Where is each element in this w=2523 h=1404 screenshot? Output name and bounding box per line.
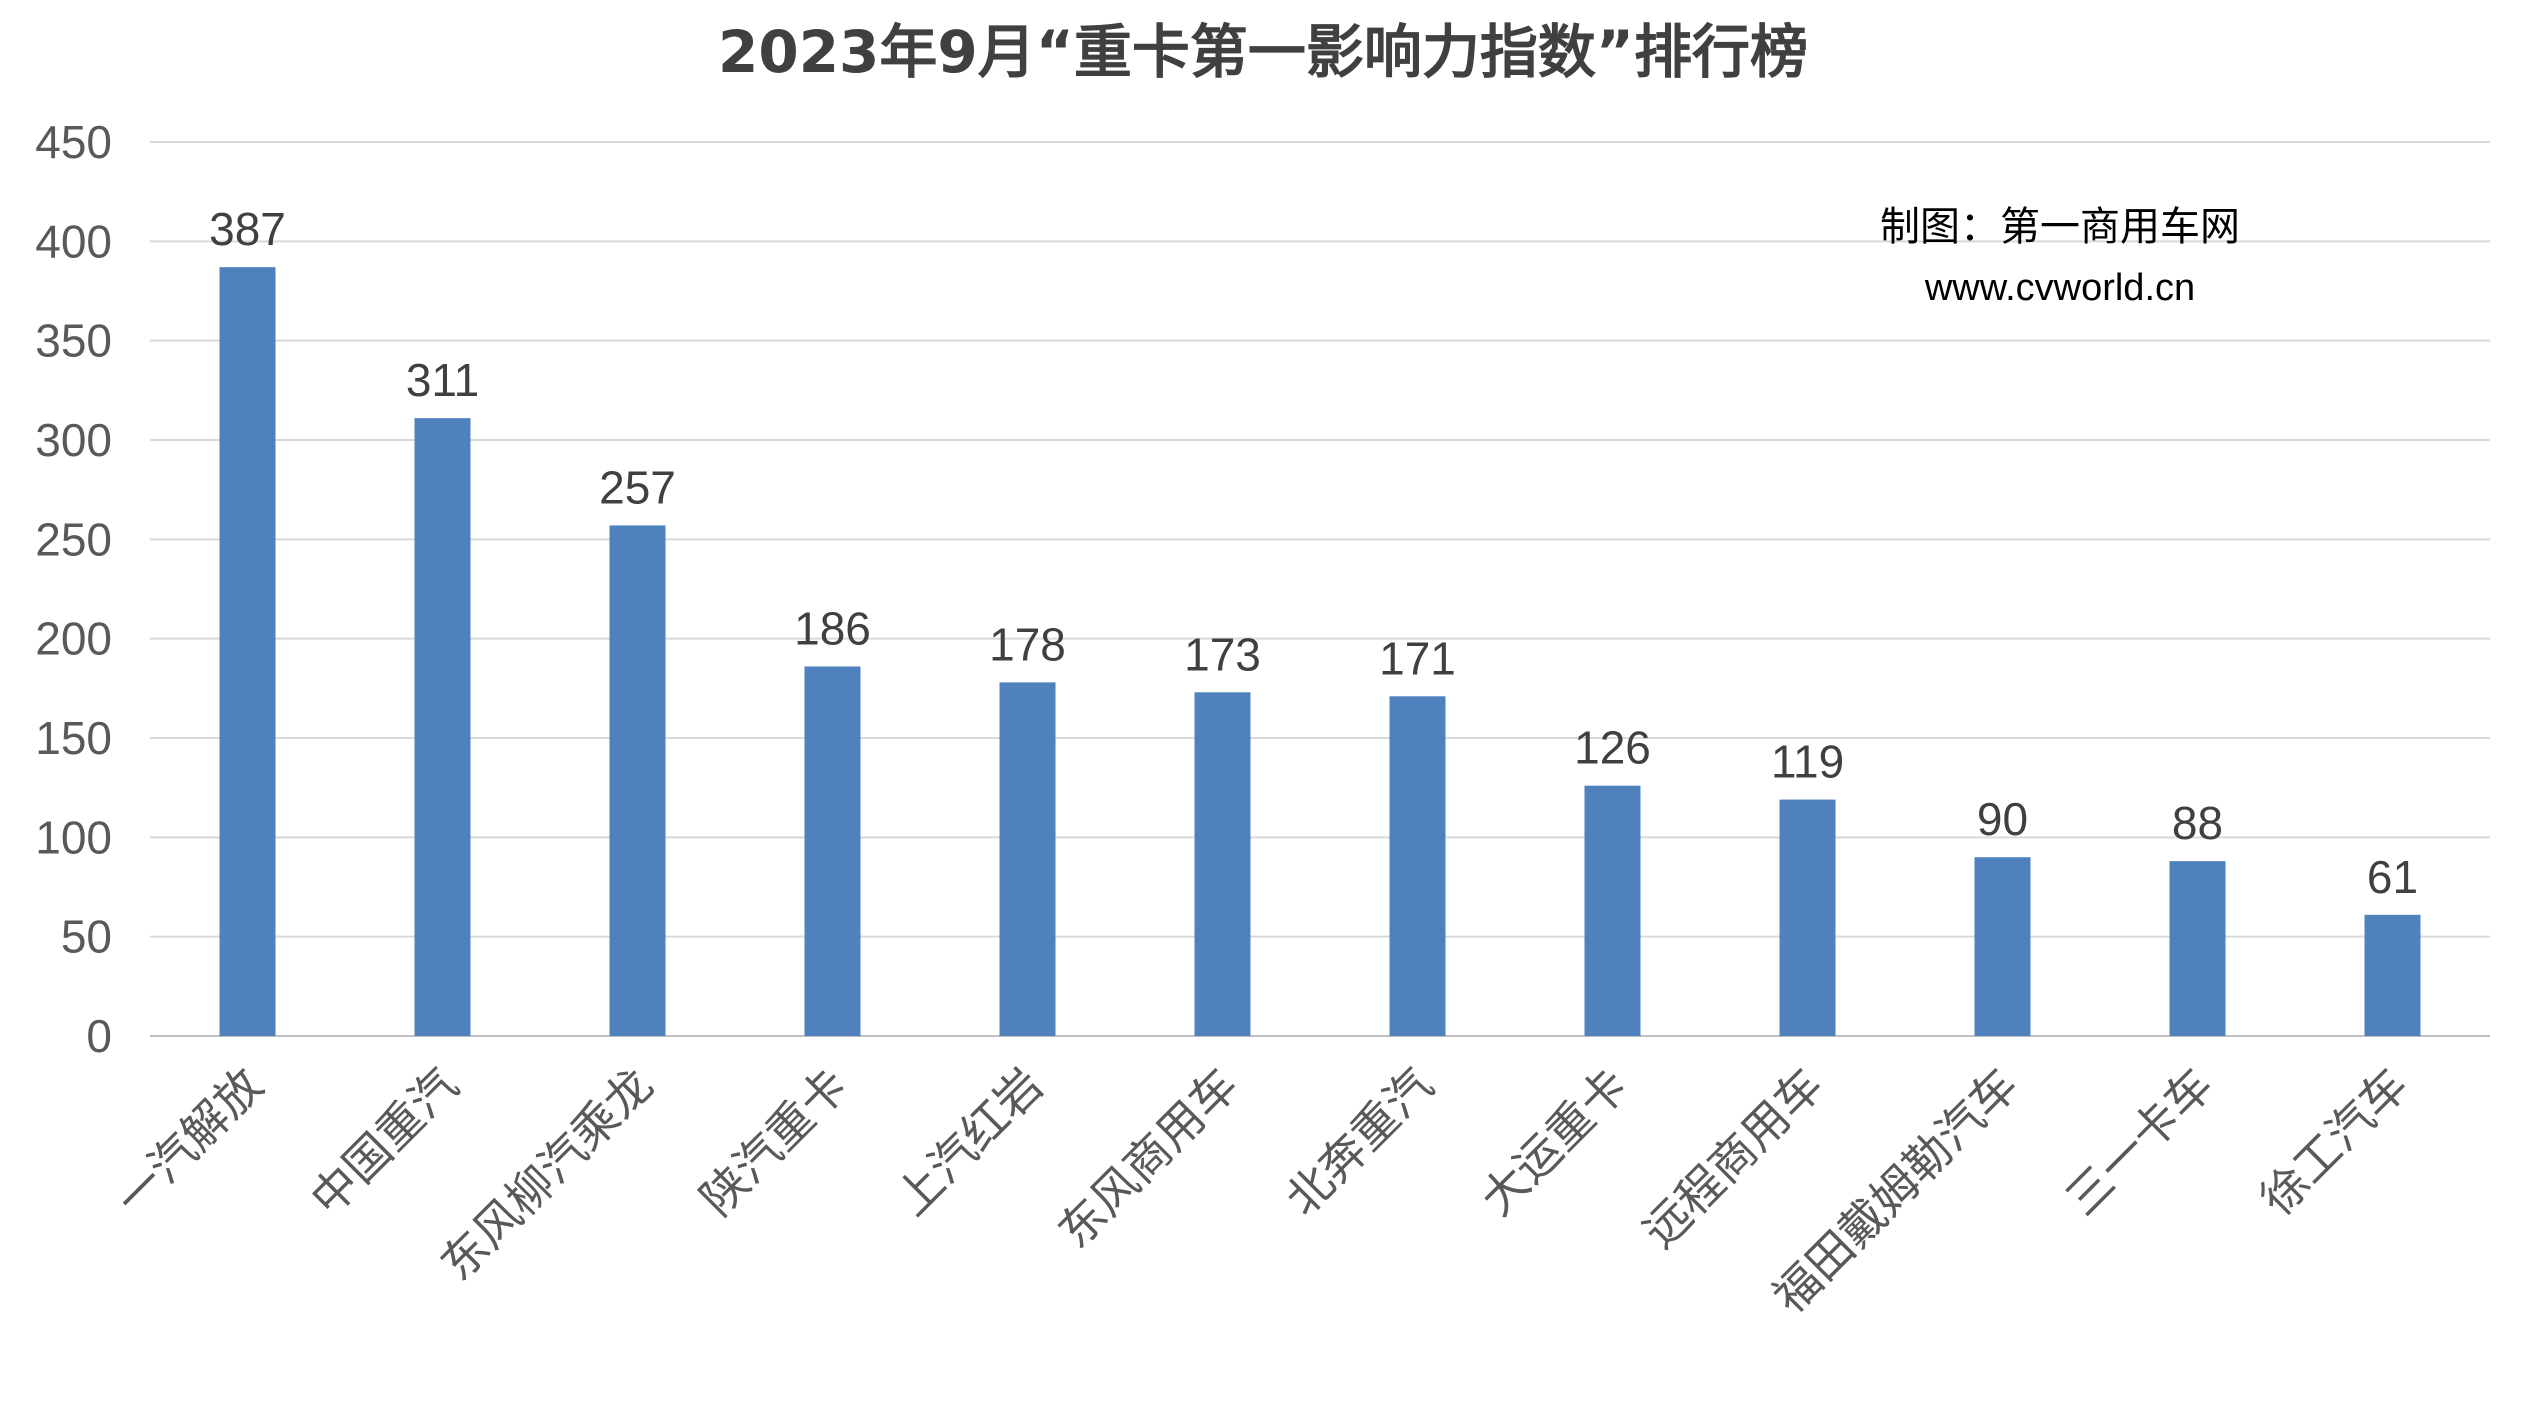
data-label: 126 <box>1574 722 1651 774</box>
y-tick-label: 100 <box>35 811 112 863</box>
y-tick-label: 200 <box>35 613 112 665</box>
x-tick-label: 大运重卡 <box>1470 1058 1638 1226</box>
y-tick-label: 50 <box>61 911 112 963</box>
x-tick-label: 中国重汽 <box>300 1058 468 1226</box>
data-label: 178 <box>989 618 1066 670</box>
bar <box>1779 799 1836 1036</box>
chart-title: 2023年9月“重卡第一影响力指数”排行榜 <box>718 18 1808 86</box>
bars <box>219 267 2421 1036</box>
data-label: 257 <box>599 461 676 513</box>
x-tick-label: 远程商用车 <box>1632 1058 1833 1259</box>
x-tick-label: 东风商用车 <box>1047 1058 1248 1259</box>
data-label: 90 <box>1977 793 2028 845</box>
bar <box>219 267 276 1036</box>
data-label: 173 <box>1184 628 1261 680</box>
x-tick-label: 陕汽重卡 <box>690 1058 858 1226</box>
bar <box>1584 785 1641 1036</box>
y-tick-label: 150 <box>35 712 112 764</box>
data-label: 186 <box>794 602 871 654</box>
data-label: 119 <box>1771 736 1844 788</box>
y-tick-label: 450 <box>35 116 112 168</box>
x-tick-label: 上汽红岩 <box>885 1058 1053 1226</box>
chart-credit-url: www.cvworld.cn <box>1924 267 2195 309</box>
y-tick-label: 350 <box>35 315 112 367</box>
data-label: 61 <box>2367 851 2418 903</box>
gridlines <box>150 141 2490 1037</box>
data-label: 311 <box>406 354 479 406</box>
bar <box>2364 914 2421 1036</box>
bar <box>609 525 666 1036</box>
data-label: 88 <box>2172 797 2223 849</box>
bar <box>1389 696 1446 1036</box>
data-labels: 387 311 257 186 178 173 171 126 119 90 88 61 <box>209 203 2418 903</box>
data-label: 387 <box>209 203 286 255</box>
bar <box>1194 692 1251 1036</box>
data-label: 171 <box>1379 632 1456 684</box>
y-tick-label: 300 <box>35 414 112 466</box>
x-tick-label: 一汽解放 <box>105 1058 273 1226</box>
bar <box>1974 857 2031 1036</box>
x-tick-label: 徐工汽车 <box>2250 1058 2418 1226</box>
y-tick-label: 250 <box>35 513 112 565</box>
y-tick-label: 0 <box>86 1010 112 1062</box>
chart-credit: 制图：第一商用车网 <box>1880 204 2240 250</box>
bar <box>414 418 471 1036</box>
y-axis-ticks: 0 50 100 150 200 250 300 350 400 450 <box>35 116 112 1062</box>
x-tick-label: 北奔重汽 <box>1275 1058 1443 1226</box>
x-tick-label: 三一卡车 <box>2055 1058 2223 1226</box>
bar <box>804 666 861 1036</box>
y-tick-label: 400 <box>35 215 112 267</box>
bar <box>2169 861 2226 1036</box>
bar <box>999 682 1056 1036</box>
